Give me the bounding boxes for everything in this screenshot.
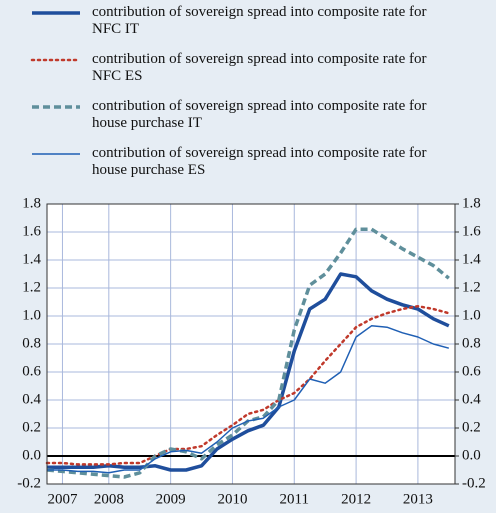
y-tick-label: 1.0 xyxy=(22,307,41,323)
y2-tick-label: 1.2 xyxy=(462,279,481,295)
series-line xyxy=(45,304,451,466)
y2-tick-label: 1.6 xyxy=(462,223,481,239)
y2-tick-label: 0.0 xyxy=(462,447,481,463)
y2-tick-label: 0.2 xyxy=(462,419,481,435)
x-tick-label: 2013 xyxy=(403,491,433,507)
series-line xyxy=(47,325,450,474)
legend-label: contribution of sovereign spread into co… xyxy=(92,98,427,131)
legend-swatch xyxy=(32,105,80,109)
x-tick-label: 2010 xyxy=(217,491,247,507)
y-tick-label: -0.2 xyxy=(17,475,41,491)
y-tick-label: 0.2 xyxy=(22,419,41,435)
x-tick-label: 2012 xyxy=(341,491,371,507)
series-line xyxy=(47,272,450,472)
x-tick-label: 2007 xyxy=(47,491,78,507)
y2-tick-label: 1.0 xyxy=(462,307,481,323)
legend-item: contribution of sovereign spread into co… xyxy=(30,4,454,38)
y-tick-label: 1.2 xyxy=(22,279,41,295)
y2-tick-label: 0.4 xyxy=(462,391,481,407)
legend-swatch xyxy=(32,153,80,155)
legend-label: contribution of sovereign spread into co… xyxy=(92,4,427,37)
y-tick-label: 0.6 xyxy=(22,363,41,379)
x-tick-label: 2009 xyxy=(156,491,186,507)
y2-tick-label: 0.6 xyxy=(462,363,481,379)
y2-tick-label: 1.4 xyxy=(462,251,481,267)
legend-label: contribution of sovereign spread into co… xyxy=(92,145,427,178)
y-tick-label: 1.4 xyxy=(22,251,41,267)
legend: contribution of sovereign spread into co… xyxy=(30,4,454,192)
y-tick-label: 0.0 xyxy=(22,447,41,463)
x-tick-label: 2008 xyxy=(94,491,124,507)
y2-tick-label: 0.8 xyxy=(462,335,481,351)
legend-swatch xyxy=(30,58,82,62)
legend-swatch xyxy=(32,11,80,15)
y-tick-label: 1.6 xyxy=(22,223,41,239)
legend-item: contribution of sovereign spread into co… xyxy=(30,98,454,132)
legend-item: contribution of sovereign spread into co… xyxy=(30,145,454,179)
y-tick-label: 1.8 xyxy=(22,195,41,211)
y-tick-label: 0.4 xyxy=(22,391,41,407)
y2-tick-label: -0.2 xyxy=(462,475,486,491)
y2-tick-label: 1.8 xyxy=(462,195,481,211)
x-tick-label: 2011 xyxy=(280,491,309,507)
plot-border xyxy=(46,203,456,485)
legend-label: contribution of sovereign spread into co… xyxy=(92,51,427,84)
y-tick-label: 0.8 xyxy=(22,335,41,351)
legend-item: contribution of sovereign spread into co… xyxy=(30,51,454,85)
